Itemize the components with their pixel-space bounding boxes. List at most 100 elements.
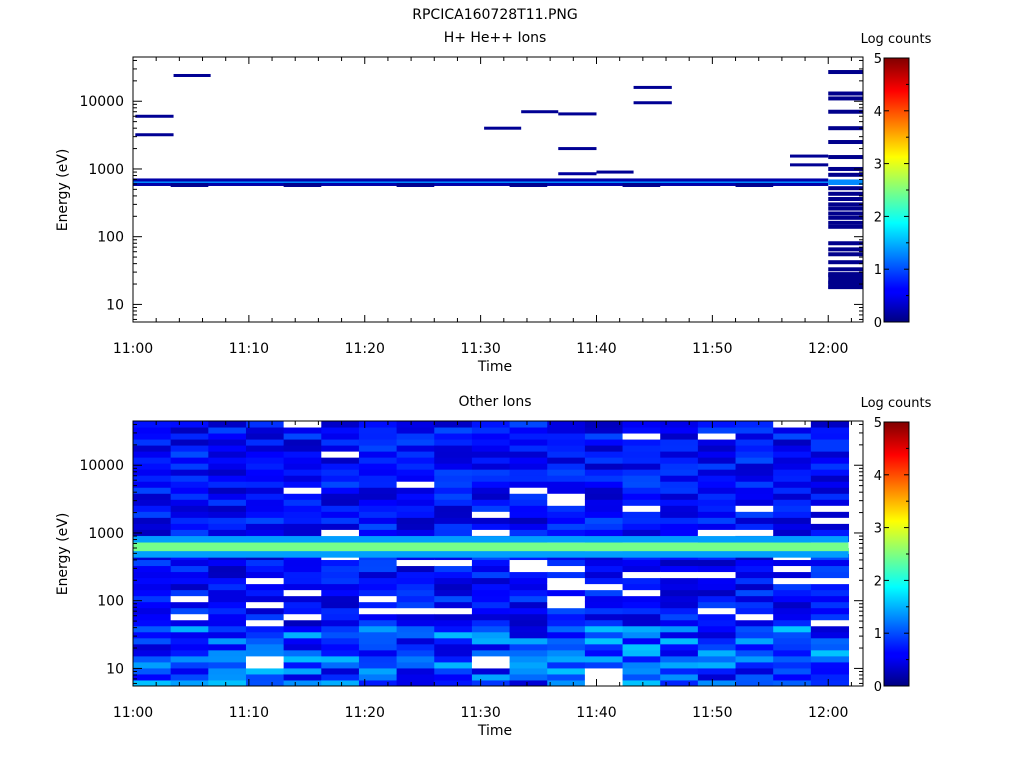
spectrogram-cell [697,631,737,639]
x-axis-label: Time [477,359,512,375]
spectrogram-cell [547,463,586,470]
spectrogram-cell [810,493,850,500]
spectrogram-cell [828,206,863,211]
spectrogram-cell [283,499,322,506]
spectrogram-cell [283,559,322,567]
spectrogram-cell [660,451,699,458]
spectrogram-cell [509,445,548,452]
spectrogram-cell [509,457,548,464]
spectrogram-cell [622,505,661,512]
spectrogram-cell [245,469,285,476]
spectrogram-cell [245,673,285,681]
spectrogram-cell [133,559,172,567]
spectrogram-cell [584,673,624,681]
spectrogram-cell [584,427,624,434]
spectrogram-cell [245,595,285,603]
spectrogram-cell [396,445,435,452]
spectrogram-cell [471,613,511,621]
spectrogram-cell [584,493,624,500]
spectrogram-cell [170,457,209,464]
spectrogram-cell [584,619,624,627]
spectrogram-cell [622,481,661,488]
spectrogram-cell [660,613,699,621]
spectrogram-cell [358,559,398,567]
spectrogram-cell [471,463,511,470]
spectrogram-cell [434,433,473,440]
spectrogram-cell [828,109,863,114]
spectrogram-cell [584,475,624,482]
band-edge [509,182,548,187]
spectrogram-cell [358,589,398,597]
spectrogram-cell [697,469,737,476]
spectrogram-cell [509,595,548,603]
spectrogram-cell [584,511,624,518]
spectrogram-cell [547,583,586,591]
spectrogram-cell [773,487,812,494]
spectrogram-cell [321,589,360,597]
spectrogram-cell [828,197,863,202]
spectrogram-cell [773,655,812,663]
spectrogram-cell [283,619,322,627]
spectrogram-cell [321,505,360,512]
spectrogram-cell [133,661,172,669]
spectrogram-cell [245,637,285,645]
spectrogram-cell [321,565,360,573]
spectrogram-cell [283,601,322,609]
spectrogram-cell [208,427,247,434]
spectrogram-cell [509,517,548,524]
spectrogram-cell [245,529,285,536]
spectrogram-cell [810,643,850,651]
spectrogram-cell [547,667,586,675]
spectrogram-cell [208,559,247,567]
spectrogram-cell [170,643,209,651]
spectrogram-cell [622,595,661,603]
spectrogram-cell [170,637,209,645]
spectrogram-cell [828,215,863,220]
spectrogram-cell [283,565,322,573]
spectrogram-cell [471,673,511,681]
spectrogram-cell [133,571,172,579]
spectrogram-cell [208,469,247,476]
spectrogram-cell [358,679,398,686]
spectrogram-cell [245,571,285,579]
spectrogram-cell [509,427,548,434]
spectrogram-cell [170,577,209,585]
spectrogram-cell [245,601,285,609]
spectrogram-cell [773,427,812,434]
spectrogram-cell [245,655,285,663]
spectrogram-cell [584,469,624,476]
spectrogram-cell [584,463,624,470]
spectrogram-cell [245,667,285,675]
spectrogram-cell [773,583,812,591]
spectrogram-cell [434,481,473,488]
spectrogram-cell [396,613,435,621]
spectrogram-cell [622,421,661,428]
spectrogram-cell [584,505,624,512]
spectrogram-cell [828,191,863,196]
spectrogram-cell [735,493,774,500]
spectrogram-cell [321,649,360,657]
spectrogram-cell [434,637,473,645]
spectrogram-cell [547,577,586,585]
spectrogram-cell [735,481,774,488]
spectrogram-cell [283,457,322,464]
spectrogram-cell [547,619,586,627]
spectrogram-cell [828,211,863,216]
spectrogram-cell [735,631,774,639]
spectrogram-cell [697,505,737,512]
spectrogram-cell [170,595,209,603]
x-tick-label: 11:30 [460,705,500,721]
spectrogram-cell [245,433,285,440]
spectrogram-cell [660,529,699,536]
spectrogram-cell [773,625,812,633]
spectrogram-cell [810,505,850,512]
spectrogram-cell [660,427,699,434]
y-axis-label: Energy (eV) [55,149,71,232]
spectrogram-cell [735,607,774,615]
spectrogram-cell [660,667,699,675]
band-cell [133,542,849,552]
spectrogram-cell [396,421,435,428]
spectrogram-cell [547,607,586,615]
spectrogram-cell [509,523,548,530]
spectrogram-cell [133,655,172,663]
